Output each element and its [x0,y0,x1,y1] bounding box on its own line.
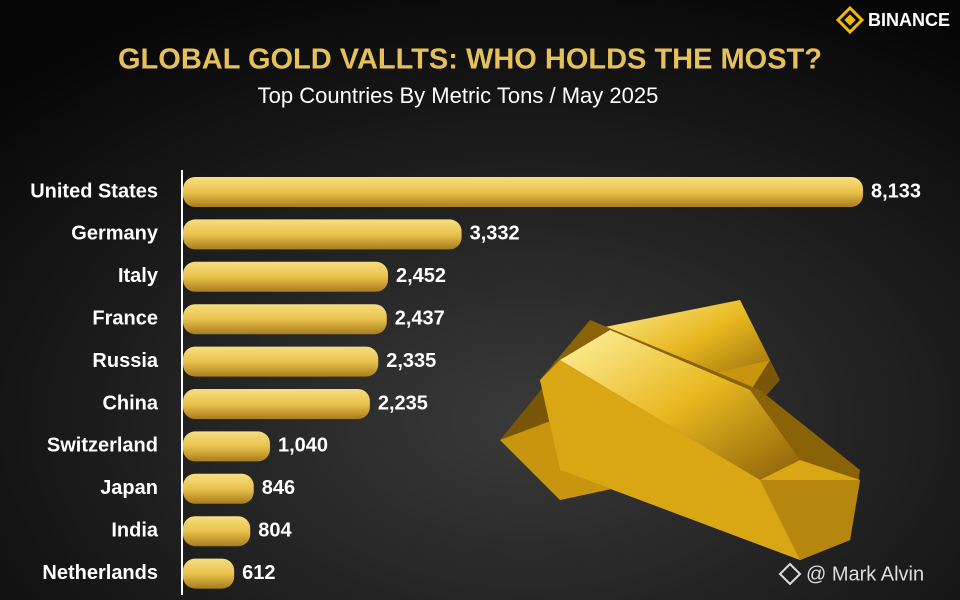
bar [183,177,863,207]
gold-bars-illustration [500,300,860,560]
brand: BINANCE [868,10,950,30]
credit-logo [778,562,802,586]
category-label: Russia [92,350,158,372]
category-label: Japan [100,477,158,499]
bar [183,304,387,335]
value-label: 3,332 [470,223,520,245]
category-label: Germany [71,223,159,245]
value-label: 612 [242,562,275,584]
value-label: 8,133 [871,180,921,202]
bar [183,516,251,547]
category-label: United States [30,180,158,202]
bar [183,473,254,504]
bar [183,219,462,250]
category-label: India [111,519,159,541]
value-label: 1,040 [278,435,328,457]
value-label: 2,437 [395,307,445,329]
value-label: 2,235 [378,392,428,414]
value-label: 804 [258,519,292,541]
chart-title: GLOBAL GOLD VALLTS: WHO HOLDS THE MOST? [118,44,822,76]
value-label: 2,452 [396,265,446,287]
category-label: Switzerland [47,435,158,457]
bar [183,261,389,292]
bar [183,389,370,419]
value-label: 846 [262,477,295,499]
bar [183,431,270,462]
category-label: China [102,392,158,414]
category-label: Italy [118,265,159,287]
value-label: 2,335 [386,350,436,372]
category-label: Netherlands [42,562,158,584]
credit: @ Mark Alvin [806,563,924,585]
bar [183,346,379,377]
bar [183,558,235,589]
chart-subtitle: Top Countries By Metric Tons / May 2025 [258,83,659,108]
category-label: France [92,307,158,329]
